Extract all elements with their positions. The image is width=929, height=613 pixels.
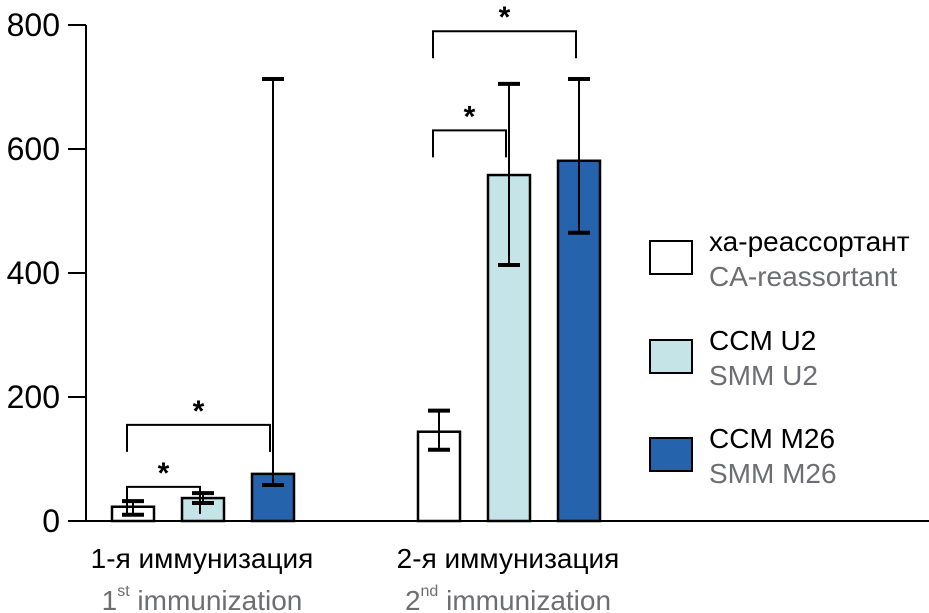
category-label: 2-я иммунизация: [397, 543, 620, 574]
significance-star: *: [464, 100, 476, 133]
bars: [110, 76, 602, 523]
significance-star: *: [499, 1, 511, 34]
category-sublabel: 2nd immunization: [405, 583, 611, 613]
significance-bracket: [432, 129, 507, 158]
legend-sublabel: SMM U2: [709, 360, 818, 391]
category-labels: 1-я иммунизация 1st immunization 2-я иммун…: [91, 543, 620, 613]
significance-bracket: [432, 30, 577, 59]
significance-bracket: [126, 485, 201, 514]
legend-label: ха-реассортант: [709, 226, 910, 257]
y-tick-label: 400: [7, 255, 60, 291]
axes: 0 200 400 600 800: [7, 7, 929, 539]
legend-label: CCM M26: [709, 423, 835, 454]
legend-label: CCM U2: [709, 325, 816, 356]
legend-swatch: [649, 437, 693, 472]
significance-brackets: * * * *: [126, 1, 577, 514]
significance-star: *: [158, 457, 170, 490]
y-tick-label: 200: [7, 379, 60, 415]
legend: ха-реассортант CA-reassortant CCM U2 SMM U2…: [649, 226, 910, 489]
legend-sublabel: SMM M26: [709, 458, 837, 489]
significance-bracket: [126, 423, 271, 452]
y-tick-label: 800: [7, 7, 60, 43]
significance-star: *: [193, 395, 205, 428]
category-sublabel: 1st immunization: [102, 583, 303, 613]
legend-swatch: [649, 339, 693, 374]
category-label: 1-я иммунизация: [91, 543, 314, 574]
y-tick-label: 0: [42, 503, 60, 539]
legend-swatch: [649, 240, 693, 275]
legend-sublabel: CA-reassortant: [709, 261, 898, 292]
y-tick-label: 600: [7, 131, 60, 167]
